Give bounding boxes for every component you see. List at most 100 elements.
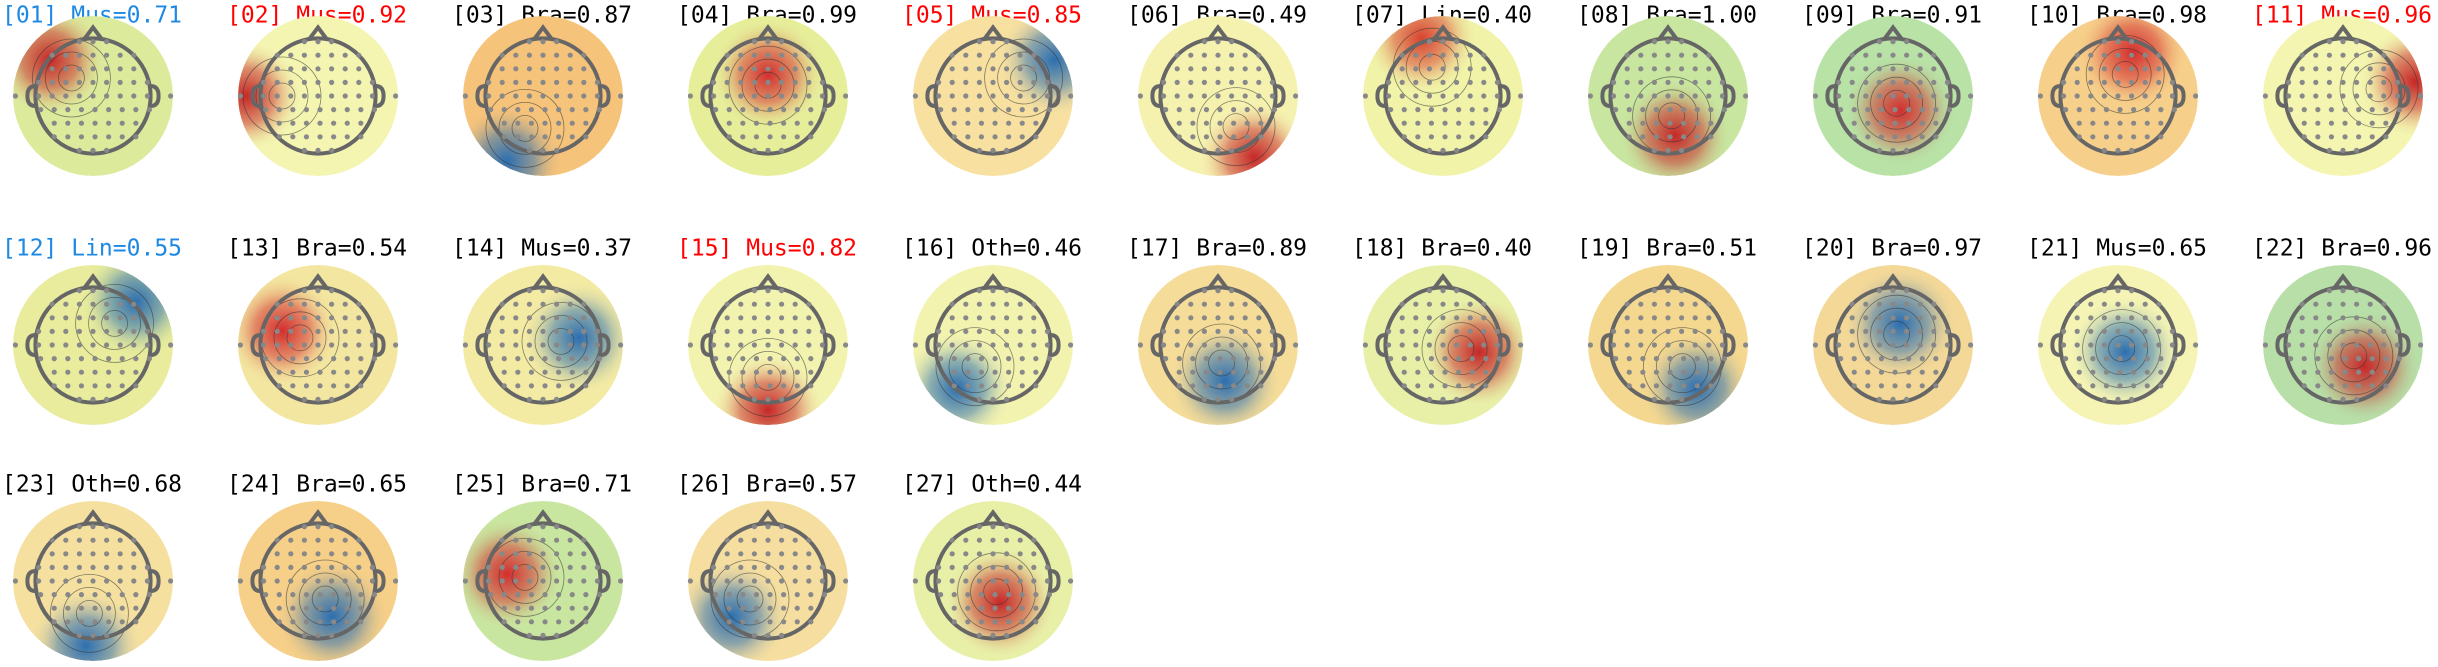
- component-title: [14] Mus=0.37: [452, 236, 632, 262]
- electrode: [358, 369, 364, 375]
- component: [21] Mus=0.65: [2027, 236, 2207, 425]
- electrode: [49, 564, 55, 571]
- electrode: [1917, 315, 1923, 321]
- electrode: [1481, 315, 1487, 321]
- electrode: [1201, 79, 1207, 85]
- head-outline: [483, 285, 603, 405]
- electrode: [2169, 328, 2175, 334]
- electrode: [1413, 93, 1419, 99]
- electrode: [329, 52, 335, 58]
- electrode: [2313, 52, 2319, 58]
- electrode: [369, 342, 375, 348]
- electrode: [1413, 79, 1419, 85]
- electrode: [1190, 134, 1196, 140]
- electrode: [2158, 369, 2164, 375]
- electrode: [276, 592, 282, 598]
- electrode: [554, 288, 560, 294]
- electrode: [1665, 66, 1671, 72]
- electrode: [1258, 120, 1264, 126]
- electrode: [540, 537, 546, 543]
- electrode: [301, 93, 307, 99]
- electrode: [2299, 328, 2305, 334]
- electrode: [1931, 301, 1937, 307]
- electrode: [1692, 93, 1698, 99]
- electrode: [726, 619, 732, 625]
- electrode: [301, 564, 307, 571]
- electrode: [711, 93, 717, 99]
- electrode: [781, 619, 787, 625]
- electrode: [331, 120, 337, 126]
- ear-right: [2175, 333, 2186, 357]
- electrode: [76, 328, 82, 334]
- electrode: [1242, 328, 1248, 334]
- electrode: [1906, 120, 1912, 126]
- electrode: [990, 52, 996, 58]
- electrode: [1456, 356, 1462, 362]
- electrode: [2088, 66, 2094, 72]
- electrode: [501, 134, 507, 140]
- electrode: [276, 120, 282, 126]
- electrode: [499, 328, 505, 334]
- electrode: [556, 619, 562, 625]
- electrode: [1626, 356, 1632, 362]
- electrode: [117, 301, 123, 307]
- electrode: [990, 66, 996, 72]
- electrode: [794, 605, 800, 611]
- contour: [984, 38, 1063, 118]
- electrode: [2129, 342, 2135, 348]
- electrode: [779, 315, 785, 321]
- component: [05] Mus=0.85: [902, 3, 1082, 176]
- electrode: [569, 369, 575, 375]
- electrode: [540, 578, 546, 584]
- electrode: [1890, 39, 1896, 45]
- electrode: [1892, 356, 1898, 362]
- electrode: [779, 537, 785, 543]
- electrode: [779, 564, 785, 571]
- electrode: [554, 632, 560, 639]
- electrode: [1665, 342, 1671, 348]
- electrode: [2356, 134, 2362, 140]
- electrode: [51, 356, 57, 362]
- electrode: [317, 107, 323, 113]
- electrode: [1904, 66, 1910, 72]
- contour: [961, 353, 989, 381]
- electrode: [2117, 356, 2123, 362]
- electrode: [1426, 315, 1432, 321]
- electrode: [2299, 66, 2305, 72]
- electrode: [990, 551, 996, 557]
- electrode: [992, 134, 998, 140]
- head-outline: [933, 285, 1053, 405]
- electrode: [329, 147, 335, 153]
- electrode: [738, 328, 744, 334]
- electrode: [1694, 107, 1700, 113]
- electrode: [1651, 301, 1657, 307]
- electrode: [1440, 79, 1446, 85]
- electrode: [356, 537, 362, 543]
- electrode: [2354, 147, 2360, 153]
- electrode: [976, 537, 983, 543]
- electrode: [1004, 79, 1010, 85]
- electrode: [65, 369, 71, 375]
- electrode: [808, 120, 814, 126]
- contour: [75, 283, 154, 363]
- electrode: [1399, 315, 1405, 321]
- electrode: [1399, 93, 1405, 99]
- electrode: [301, 315, 307, 321]
- electrode: [779, 288, 785, 294]
- electrode: [263, 592, 269, 598]
- electrode: [976, 66, 983, 72]
- electrode: [556, 356, 562, 362]
- electrode: [76, 537, 82, 543]
- electrode: [1004, 537, 1010, 543]
- electrode: [1863, 315, 1869, 321]
- electrode: [1440, 288, 1446, 294]
- ear-left: [250, 333, 261, 357]
- electrode: [315, 39, 321, 45]
- electrode: [765, 147, 771, 153]
- electrode: [2076, 356, 2082, 362]
- electrode: [2301, 120, 2307, 126]
- electrode: [1231, 120, 1237, 126]
- electrode: [2342, 369, 2348, 375]
- electrode: [2394, 328, 2400, 334]
- electrode: [556, 107, 562, 113]
